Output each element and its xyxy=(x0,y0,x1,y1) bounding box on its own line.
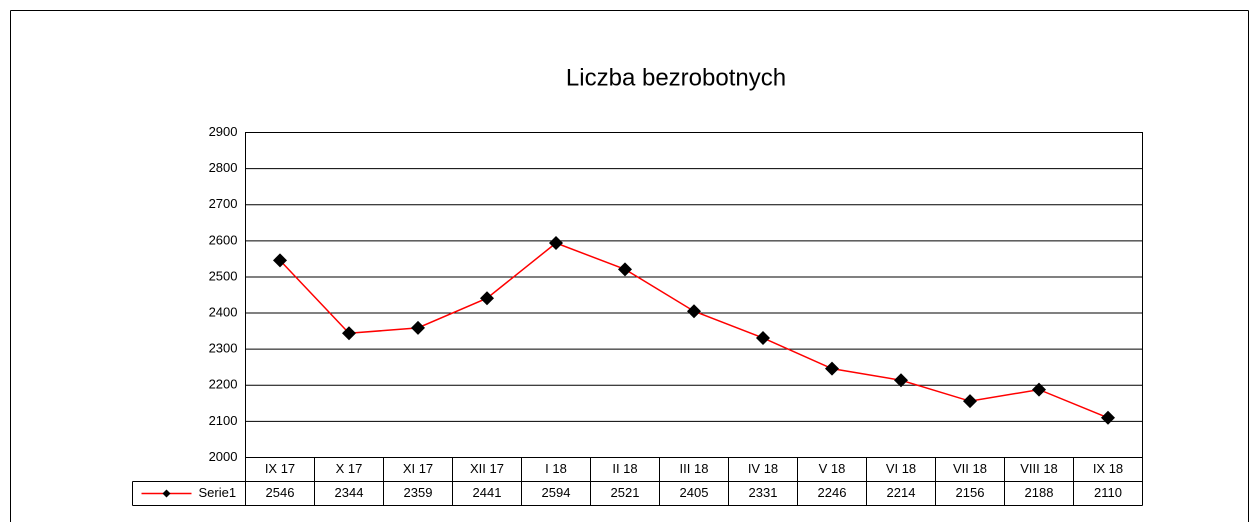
x-tick-label: I 18 xyxy=(545,461,567,476)
y-tick-label: 2000 xyxy=(209,449,238,464)
table-value: 2156 xyxy=(956,485,985,500)
y-tick-label: 2500 xyxy=(209,268,238,283)
marker xyxy=(1101,410,1115,425)
table-value: 2441 xyxy=(473,485,502,500)
x-tick-label: VI 18 xyxy=(886,461,916,476)
y-tick-label: 2700 xyxy=(209,196,238,211)
x-tick-label: IX 18 xyxy=(1093,461,1123,476)
y-tick-label: 2400 xyxy=(209,304,238,319)
marker xyxy=(1032,382,1046,397)
y-tick-label: 2600 xyxy=(209,232,238,247)
marker xyxy=(963,394,977,409)
x-tick-label: IX 17 xyxy=(265,461,295,476)
x-tick-label: X 17 xyxy=(336,461,363,476)
y-tick-label: 2800 xyxy=(209,160,238,175)
table-value: 2405 xyxy=(680,485,709,500)
x-tick-label: III 18 xyxy=(680,461,709,476)
marker xyxy=(411,320,425,335)
table-value: 2214 xyxy=(887,485,916,500)
x-tick-label: IV 18 xyxy=(748,461,778,476)
table-value: 2110 xyxy=(1094,485,1122,500)
table-value: 2594 xyxy=(542,485,571,500)
marker xyxy=(273,253,287,268)
x-tick-label: XII 17 xyxy=(470,461,504,476)
x-tick-label: VII 18 xyxy=(953,461,987,476)
marker xyxy=(756,330,770,345)
table-value: 2359 xyxy=(404,485,433,500)
table-value: 2331 xyxy=(749,485,778,500)
marker xyxy=(480,291,494,306)
table-value: 2546 xyxy=(266,485,295,500)
y-tick-label: 2200 xyxy=(209,377,238,392)
x-tick-label: VIII 18 xyxy=(1020,461,1058,476)
x-tick-label: II 18 xyxy=(612,461,637,476)
marker xyxy=(687,304,701,319)
table-value: 2521 xyxy=(611,485,640,500)
table-value: 2188 xyxy=(1025,485,1054,500)
x-tick-label: XI 17 xyxy=(403,461,433,476)
table-value: 2344 xyxy=(335,485,364,500)
series-line xyxy=(279,242,1109,419)
y-tick-label: 2300 xyxy=(209,341,238,356)
x-tick-label: V 18 xyxy=(819,461,846,476)
marker xyxy=(894,373,908,388)
y-tick-label: 2100 xyxy=(209,413,238,428)
table-value: 2246 xyxy=(818,485,847,500)
marker xyxy=(342,326,356,341)
marker xyxy=(549,236,563,250)
chart-title: Liczba bezrobotnych xyxy=(566,64,786,91)
legend-marker xyxy=(162,489,171,498)
plot-area xyxy=(245,132,1143,458)
legend-label: Serie1 xyxy=(199,485,237,500)
marker xyxy=(618,262,632,277)
y-tick-label: 2900 xyxy=(209,124,238,139)
marker xyxy=(825,361,839,376)
